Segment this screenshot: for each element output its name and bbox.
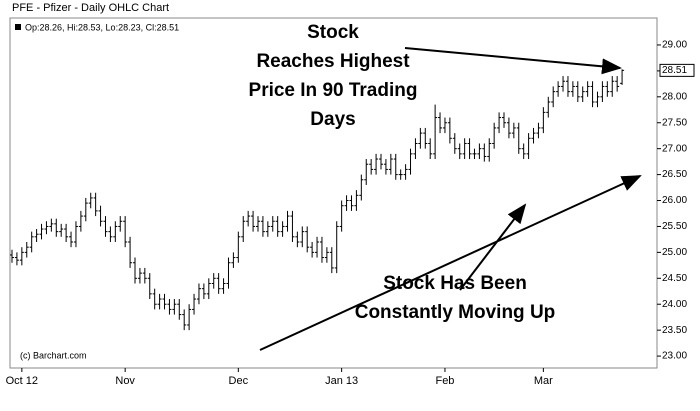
x-tick-label: Jan 13 — [325, 375, 358, 387]
annotation: Days — [310, 109, 355, 130]
y-tick-label: 27.00 — [662, 143, 687, 154]
arrow — [259, 175, 642, 351]
annotation: Reaches Highest — [256, 51, 410, 72]
y-tick-label: 23.50 — [662, 325, 687, 336]
arrow — [459, 203, 527, 291]
y-tick-label: 28.00 — [662, 91, 687, 102]
y-tick-label: 24.50 — [662, 273, 687, 284]
y-tick-label: 25.50 — [662, 221, 687, 232]
legend-swatch — [15, 24, 21, 30]
annotation: Stock — [307, 22, 359, 43]
y-tick-label: 24.00 — [662, 299, 687, 310]
x-tick-label: Nov — [115, 375, 135, 387]
last-price-label: 28.51 — [662, 65, 687, 76]
copyright: (c) Barchart.com — [20, 350, 87, 360]
y-tick-label: 26.50 — [662, 169, 687, 180]
y-tick-label: 25.00 — [662, 247, 687, 258]
plot-frame — [9, 17, 658, 369]
legend-text: Op:28.26, Hi:28.53, Lo:28.23, Cl:28.51 — [25, 22, 179, 32]
annotation: Stock Has Been — [383, 273, 527, 294]
chart-title: PFE - Pfizer - Daily OHLC Chart — [12, 2, 169, 14]
y-tick-label: 26.00 — [662, 195, 687, 206]
arrow — [404, 47, 622, 75]
annotation: Price In 90 Trading — [249, 80, 418, 101]
x-tick-label: Mar — [534, 375, 553, 387]
x-tick-label: Oct 12 — [6, 375, 38, 387]
y-tick-label: 23.00 — [662, 351, 687, 362]
annotation: Constantly Moving Up — [355, 302, 556, 323]
x-tick-label: Feb — [435, 375, 454, 387]
x-tick-label: Dec — [229, 375, 249, 387]
y-tick-label: 27.50 — [662, 117, 687, 128]
last-price-box — [659, 63, 695, 77]
y-tick-label: 29.00 — [662, 40, 687, 51]
